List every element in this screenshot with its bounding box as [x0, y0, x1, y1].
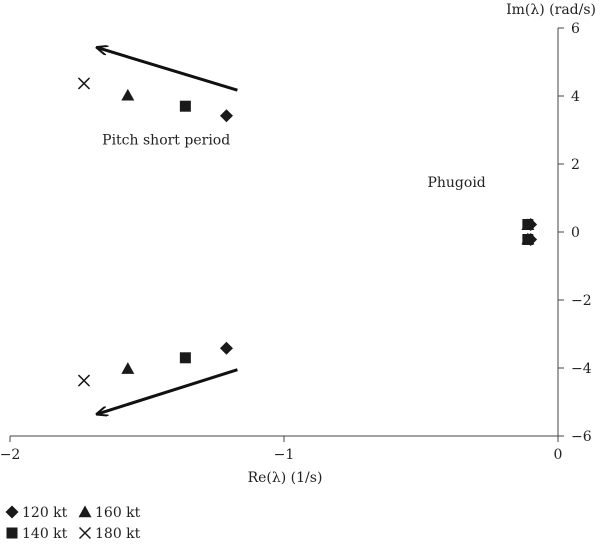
y-tick-label: −2 — [571, 293, 592, 309]
data-point-x — [77, 374, 91, 387]
trend-arrow — [98, 368, 238, 414]
data-point-triangle — [521, 232, 535, 245]
legend: 120 kt 160 kt 140 kt 180 kt — [5, 505, 141, 542]
data-point-diamond — [219, 109, 233, 123]
legend-item: 160 kt — [78, 505, 141, 521]
data-point-x — [77, 77, 91, 90]
y-tick-label: 2 — [571, 157, 580, 173]
legend-marker-diamond — [5, 505, 19, 519]
legend-marker-x — [78, 526, 92, 540]
y-tick-label: −6 — [571, 429, 592, 445]
x-tick-label: 0 — [554, 447, 563, 463]
axis-ticks: −2 −1 0 −6 −4 −2 0 2 4 6 — [0, 21, 592, 463]
y-tick-label: 0 — [571, 225, 580, 241]
data-point-triangle — [521, 218, 535, 231]
plot-area — [10, 28, 559, 437]
data-point-diamond — [219, 341, 233, 355]
data-point-triangle — [121, 88, 135, 101]
legend-item: 180 kt — [78, 526, 141, 542]
legend-label: 140 kt — [22, 526, 68, 542]
data-point-square — [179, 352, 191, 364]
legend-item: 140 kt — [6, 526, 68, 542]
x-tick-label: −2 — [0, 447, 20, 463]
legend-label: 120 kt — [22, 505, 68, 521]
legend-label: 180 kt — [95, 526, 141, 542]
annotation-pitch-short-period: Pitch short period — [102, 133, 230, 149]
x-axis-label: Re(λ) (1/s) — [248, 470, 323, 486]
y-tick-label: −4 — [571, 361, 592, 377]
data-point-triangle — [121, 362, 135, 374]
y-tick-label: 4 — [571, 89, 580, 105]
trend-arrow — [98, 48, 238, 92]
x-tick-label: −1 — [274, 447, 295, 463]
y-tick-label: 6 — [571, 21, 580, 37]
annotation-phugoid: Phugoid — [427, 175, 485, 191]
legend-marker-square — [6, 527, 18, 539]
legend-marker-triangle — [78, 505, 92, 518]
legend-label: 160 kt — [95, 505, 141, 521]
data-point-square — [179, 100, 191, 112]
y-axis-label: Im(λ) (rad/s) — [506, 2, 596, 18]
legend-item: 120 kt — [5, 505, 68, 521]
